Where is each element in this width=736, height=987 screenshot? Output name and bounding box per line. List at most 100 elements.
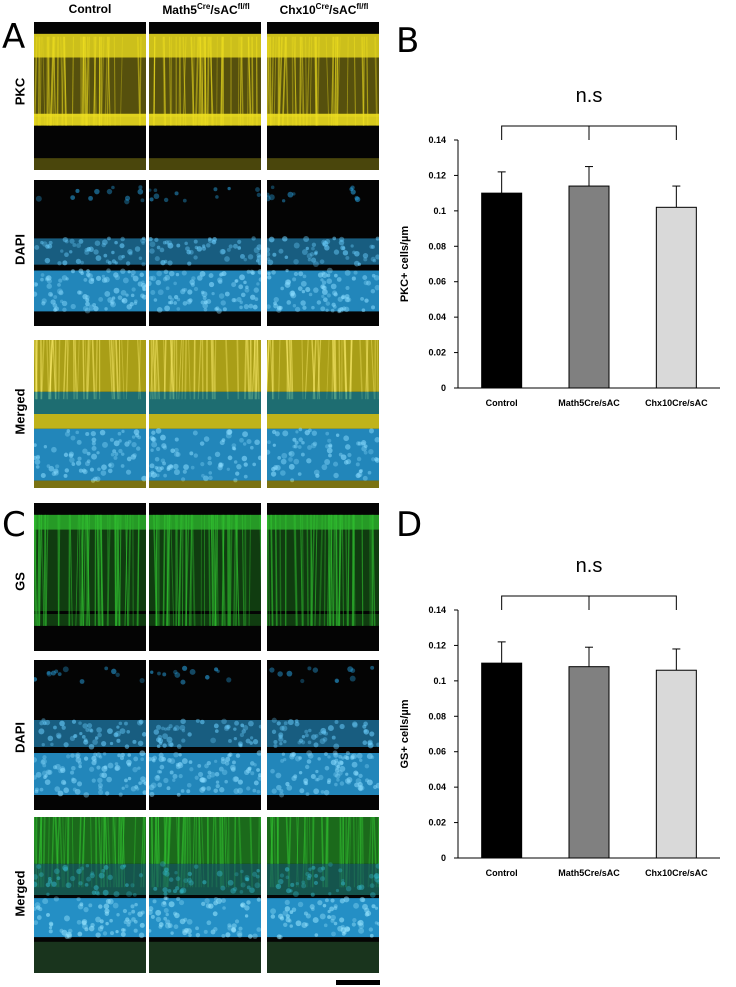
panel-label-b: B bbox=[396, 21, 420, 61]
chart-b-category-label-1: cKO bbox=[580, 409, 599, 410]
chart-d-category-label-2: Chx10Cre/sAC bbox=[645, 868, 708, 878]
chart-b-bar-2 bbox=[655, 206, 697, 389]
chart-d-bar-1 bbox=[568, 666, 610, 859]
panel-label-d: D bbox=[396, 505, 423, 545]
micrograph-image bbox=[34, 817, 146, 973]
chart-b-ytick-label: 0.12 bbox=[428, 170, 446, 180]
chart-b-ytick-label: 0.02 bbox=[428, 348, 446, 358]
chart-b-bar-1 bbox=[568, 185, 610, 389]
column-header-chx10-tail: /sAC bbox=[329, 3, 357, 17]
micrograph-image bbox=[149, 22, 261, 170]
chart-b-ytick-label: 0.1 bbox=[433, 206, 446, 216]
column-header-control-text: Control bbox=[68, 2, 112, 16]
chart-d-category-label-0: Control bbox=[486, 868, 518, 878]
micrograph-pkc-chx10 bbox=[267, 22, 379, 170]
chart-d-significance-label: n.s bbox=[576, 555, 603, 577]
micrograph-image bbox=[149, 340, 261, 488]
micrograph-gs-math5 bbox=[149, 503, 261, 651]
chart-d-ytick-label: 0.06 bbox=[428, 747, 446, 757]
micrograph-merged-top-chx10 bbox=[267, 340, 379, 488]
micrograph-image bbox=[34, 340, 146, 488]
chart-b-significance-label: n.s bbox=[576, 85, 603, 107]
chart-d-category-label-2: cKO bbox=[667, 879, 686, 880]
chart-b-ytick-label: 0 bbox=[441, 383, 446, 393]
micrograph-dapi-top-math5 bbox=[149, 180, 261, 326]
column-header-math5-cre: Cre bbox=[196, 2, 211, 11]
row-label-merged-bottom: Merged bbox=[12, 870, 28, 917]
chart-d-ytick-label: 0.12 bbox=[428, 640, 446, 650]
micrograph-pkc-control bbox=[34, 22, 146, 170]
panel-label-a: A bbox=[2, 17, 26, 57]
chart-b-y-label: PKC+ cells/µm bbox=[399, 226, 411, 303]
chart-b-category-label-0: Control bbox=[486, 398, 518, 408]
chart-b: 0 0.02 0.04 0.06 0.08 0.1 0.12 0.14 PKC+ cells/µ… bbox=[390, 70, 736, 419]
micrograph-merged-top-math5 bbox=[149, 340, 261, 488]
chart-b-svg: 0 0.02 0.04 0.06 0.08 0.1 0.12 0.14 PKC+ cells/µ… bbox=[399, 85, 720, 419]
chart-b-ytick-label: 0.14 bbox=[428, 135, 446, 145]
column-header-chx10-base: Chx10 bbox=[279, 3, 316, 17]
chart-d-ytick-label: 0 bbox=[441, 853, 446, 863]
micrograph-dapi-bottom-control bbox=[34, 660, 146, 810]
scale-bar bbox=[336, 980, 380, 985]
chart-b-category-label-2: cKO bbox=[667, 409, 686, 410]
micrograph-image bbox=[267, 503, 379, 651]
micrograph-image bbox=[267, 660, 379, 810]
column-header-control: Control bbox=[34, 2, 146, 16]
chart-b-bar-0 bbox=[481, 192, 523, 389]
micrograph-image bbox=[267, 180, 379, 326]
chart-b-significance-bracket bbox=[501, 125, 677, 140]
micrograph-merged-top-control bbox=[34, 340, 146, 488]
chart-b-category-label-2: Chx10Cre/sAC bbox=[645, 398, 708, 408]
column-header-math5: Math5Cre/sACfl/fl bbox=[148, 2, 264, 17]
micrograph-dapi-top-control bbox=[34, 180, 146, 326]
chart-d-y-label: GS+ cells/µm bbox=[399, 699, 411, 768]
micrograph-dapi-bottom-chx10 bbox=[267, 660, 379, 810]
micrograph-image bbox=[267, 340, 379, 488]
chart-d-bar-0 bbox=[481, 662, 523, 859]
chart-d-ytick-label: 0.02 bbox=[428, 818, 446, 828]
micrograph-image bbox=[149, 180, 261, 326]
micrograph-image bbox=[34, 660, 146, 810]
chart-d: 0 0.02 0.04 0.06 0.08 0.1 0.12 0.14 GS+ cells/µm… bbox=[390, 540, 736, 889]
column-header-chx10-sup: fl/fl bbox=[356, 2, 369, 11]
chart-d-svg: 0 0.02 0.04 0.06 0.08 0.1 0.12 0.14 GS+ cells/µm… bbox=[399, 555, 720, 889]
chart-b-category-label-1: Math5Cre/sAC bbox=[558, 398, 620, 408]
row-label-merged-top: Merged bbox=[12, 388, 28, 435]
chart-d-category-label-1: Math5Cre/sAC bbox=[558, 868, 620, 878]
chart-d-ytick-label: 0.1 bbox=[433, 676, 446, 686]
column-header-chx10-cre: Cre bbox=[315, 2, 330, 11]
micrograph-image bbox=[34, 180, 146, 326]
micrograph-image bbox=[267, 22, 379, 170]
chart-d-ytick-label: 0.04 bbox=[428, 782, 446, 792]
micrograph-pkc-math5 bbox=[149, 22, 261, 170]
row-label-pkc: PKC bbox=[12, 77, 28, 106]
micrograph-merged-bottom-chx10 bbox=[267, 817, 379, 973]
column-header-math5-sup: fl/fl bbox=[237, 2, 250, 11]
column-header-math5-base: Math5 bbox=[162, 3, 197, 17]
chart-b-ytick-label: 0.08 bbox=[428, 241, 446, 251]
chart-b-ytick-label: 0.06 bbox=[428, 277, 446, 287]
micrograph-image bbox=[34, 503, 146, 651]
row-label-gs: GS bbox=[12, 572, 28, 591]
micrograph-image bbox=[149, 660, 261, 810]
micrograph-merged-bottom-math5 bbox=[149, 817, 261, 973]
row-label-dapi-top: DAPI bbox=[12, 233, 28, 266]
column-header-chx10: Chx10Cre/sACfl/fl bbox=[266, 2, 382, 17]
chart-d-ytick-label: 0.14 bbox=[428, 605, 446, 615]
chart-d-bar-2 bbox=[655, 669, 697, 859]
chart-d-category-label-1: cKO bbox=[580, 879, 599, 880]
micrograph-image bbox=[34, 22, 146, 170]
micrograph-dapi-bottom-math5 bbox=[149, 660, 261, 810]
micrograph-image bbox=[149, 503, 261, 651]
chart-d-significance-bracket bbox=[501, 595, 677, 610]
chart-b-ytick-label: 0.04 bbox=[428, 312, 446, 322]
micrograph-image bbox=[267, 817, 379, 973]
row-label-dapi-bottom: DAPI bbox=[12, 721, 28, 754]
column-header-math5-tail: /sAC bbox=[210, 3, 238, 17]
chart-d-ytick-label: 0.08 bbox=[428, 711, 446, 721]
micrograph-gs-chx10 bbox=[267, 503, 379, 651]
micrograph-gs-control bbox=[34, 503, 146, 651]
micrograph-dapi-top-chx10 bbox=[267, 180, 379, 326]
panel-label-c: C bbox=[2, 505, 26, 545]
micrograph-image bbox=[149, 817, 261, 973]
